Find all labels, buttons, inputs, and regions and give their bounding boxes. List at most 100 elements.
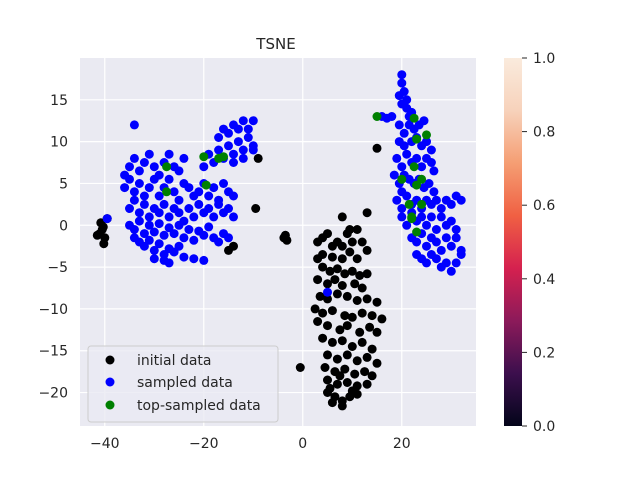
data-point bbox=[129, 195, 139, 205]
data-point bbox=[189, 254, 199, 264]
colorbar-tick-label: 0.8 bbox=[533, 125, 555, 141]
y-tick-label: 5 bbox=[59, 176, 68, 192]
colorbar-tick-label: 1.0 bbox=[533, 51, 555, 67]
data-point bbox=[397, 162, 407, 172]
data-point bbox=[323, 294, 332, 304]
data-point bbox=[347, 237, 357, 247]
data-point bbox=[347, 312, 357, 322]
data-point bbox=[327, 398, 337, 408]
y-tick-label: −10 bbox=[38, 302, 68, 318]
data-point bbox=[337, 401, 347, 411]
data-point bbox=[318, 333, 328, 343]
data-point bbox=[189, 212, 199, 222]
y-axis-ticks: −20 −15 −10 −5 0 5 10 15 bbox=[38, 93, 68, 402]
data-point bbox=[315, 291, 325, 301]
data-point bbox=[184, 183, 194, 193]
data-point bbox=[243, 124, 253, 134]
data-point bbox=[149, 174, 159, 184]
data-point bbox=[238, 153, 248, 163]
data-point bbox=[139, 158, 149, 167]
data-point bbox=[422, 220, 431, 230]
data-point bbox=[318, 262, 328, 272]
data-point bbox=[323, 229, 332, 239]
data-point bbox=[313, 275, 323, 285]
data-point bbox=[347, 266, 357, 276]
data-point bbox=[214, 133, 224, 142]
data-point bbox=[347, 386, 357, 396]
data-point bbox=[189, 235, 199, 245]
data-point bbox=[209, 183, 219, 193]
data-point bbox=[429, 166, 439, 176]
data-point bbox=[194, 187, 204, 197]
data-point bbox=[219, 152, 228, 162]
data-point bbox=[372, 358, 382, 368]
legend-marker-sampled-data bbox=[105, 377, 115, 387]
data-point bbox=[204, 191, 214, 201]
data-point bbox=[352, 254, 362, 264]
data-point bbox=[323, 279, 332, 289]
data-point bbox=[412, 237, 422, 247]
data-point bbox=[327, 252, 337, 262]
legend-box bbox=[87, 345, 279, 423]
data-point bbox=[335, 325, 345, 335]
data-point bbox=[310, 304, 320, 314]
data-point bbox=[342, 291, 352, 301]
data-point bbox=[154, 219, 164, 229]
data-point bbox=[426, 145, 436, 155]
data-point bbox=[397, 70, 407, 80]
data-point bbox=[201, 180, 211, 190]
data-point bbox=[330, 275, 340, 285]
colorbar-tick-label: 0.4 bbox=[533, 272, 555, 288]
data-point bbox=[451, 233, 461, 243]
data-point bbox=[125, 162, 134, 172]
data-point bbox=[164, 149, 174, 159]
data-point bbox=[325, 383, 335, 393]
data-point bbox=[248, 116, 258, 126]
data-point bbox=[407, 214, 417, 224]
data-point bbox=[144, 235, 154, 245]
data-point bbox=[335, 371, 345, 381]
data-point bbox=[367, 344, 377, 354]
legend-label-top-sampled-data: top-sampled data bbox=[137, 398, 261, 414]
data-point bbox=[362, 379, 372, 389]
data-point bbox=[144, 212, 154, 222]
data-point bbox=[233, 137, 243, 147]
data-point bbox=[224, 128, 233, 138]
colorbar-tick-label: 0.2 bbox=[533, 345, 555, 361]
data-point bbox=[451, 258, 461, 268]
data-point bbox=[397, 78, 407, 88]
data-point bbox=[372, 297, 382, 307]
data-point bbox=[347, 342, 357, 351]
data-point bbox=[199, 152, 209, 162]
legend-marker-initial-data bbox=[105, 355, 115, 365]
data-point bbox=[394, 91, 404, 101]
data-point bbox=[169, 187, 179, 197]
data-point bbox=[139, 229, 149, 239]
data-point bbox=[98, 222, 108, 232]
data-point bbox=[134, 166, 144, 176]
data-point bbox=[340, 311, 350, 321]
data-point bbox=[149, 245, 159, 255]
data-point bbox=[332, 354, 342, 364]
data-point bbox=[209, 212, 219, 222]
data-point bbox=[367, 371, 377, 381]
data-point bbox=[367, 311, 377, 321]
data-point bbox=[332, 379, 342, 389]
chart-title: TSNE bbox=[255, 35, 295, 53]
data-point bbox=[342, 321, 352, 331]
x-axis-ticks: −40 −20 0 20 bbox=[90, 436, 411, 452]
data-point bbox=[337, 254, 347, 264]
data-points bbox=[92, 70, 466, 411]
y-tick-label: 15 bbox=[50, 93, 68, 109]
series-top-sampled-data bbox=[162, 112, 431, 237]
y-tick-label: −5 bbox=[47, 260, 68, 276]
data-point bbox=[446, 199, 456, 209]
data-point bbox=[332, 289, 342, 299]
data-point bbox=[327, 337, 337, 347]
series-sampled-data bbox=[102, 70, 466, 297]
data-point bbox=[279, 233, 289, 243]
data-point bbox=[149, 227, 159, 237]
data-point bbox=[456, 195, 466, 205]
data-point bbox=[337, 336, 347, 346]
data-point bbox=[125, 174, 134, 184]
